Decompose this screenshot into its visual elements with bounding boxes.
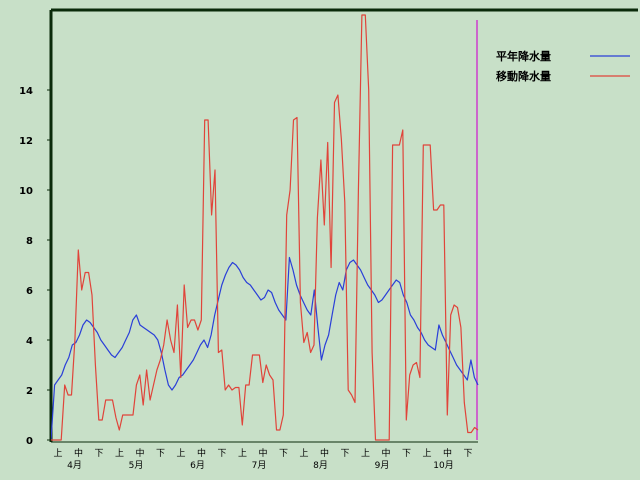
y-tick-label: 4	[26, 336, 33, 347]
x-period-label: 下	[156, 449, 165, 459]
x-axis-ticks: 上中下上中下上中下上中下上中下上中下上中下4月 5月 6月 7月 8月 9月 10月	[53, 447, 472, 471]
y-tick-label: 10	[19, 186, 33, 197]
x-period-label: 下	[94, 449, 103, 459]
legend-label: 移動降水量	[496, 69, 551, 83]
x-month-label: 4月	[67, 460, 82, 471]
x-period-label: 中	[320, 447, 329, 459]
x-period-label: 中	[258, 447, 267, 459]
x-period-label: 下	[340, 449, 349, 459]
y-tick-label: 12	[19, 136, 33, 147]
x-period-label: 上	[176, 448, 185, 459]
x-period-label: 下	[402, 449, 411, 459]
y-tick-label: 6	[26, 286, 33, 297]
y-tick-label: 8	[26, 236, 33, 247]
x-period-label: 上	[299, 448, 308, 459]
y-tick-label: 14	[19, 86, 33, 97]
series-line-1	[51, 14, 479, 441]
x-period-label: 下	[217, 449, 226, 459]
series-line-0	[51, 256, 479, 441]
x-period-label: 中	[74, 447, 83, 459]
x-period-label: 中	[443, 447, 452, 459]
legend-label: 平年降水量	[496, 49, 551, 63]
x-month-label: 7月	[252, 460, 267, 471]
x-month-label: 10月	[433, 460, 453, 471]
x-period-label: 下	[463, 449, 472, 459]
plot-frame	[49, 8, 638, 443]
y-tick-label: 2	[26, 386, 33, 397]
x-month-label: 5月	[129, 460, 144, 471]
y-tick-label: 0	[26, 436, 33, 447]
x-period-label: 上	[361, 448, 370, 459]
y-axis-ticks: 0 2 4 6 8 10 12 14	[19, 86, 51, 447]
x-period-label: 上	[422, 448, 431, 459]
x-period-label: 上	[115, 448, 124, 459]
x-period-label: 上	[238, 448, 247, 459]
series-lines	[51, 14, 479, 441]
x-month-label: 9月	[375, 460, 390, 471]
x-month-label: 6月	[190, 460, 205, 471]
x-period-label: 上	[53, 448, 62, 459]
x-month-label: 8月	[313, 460, 328, 471]
x-period-label: 下	[279, 449, 288, 459]
x-period-label: 中	[381, 447, 390, 459]
x-period-label: 中	[197, 447, 206, 459]
x-period-label: 中	[135, 447, 144, 459]
